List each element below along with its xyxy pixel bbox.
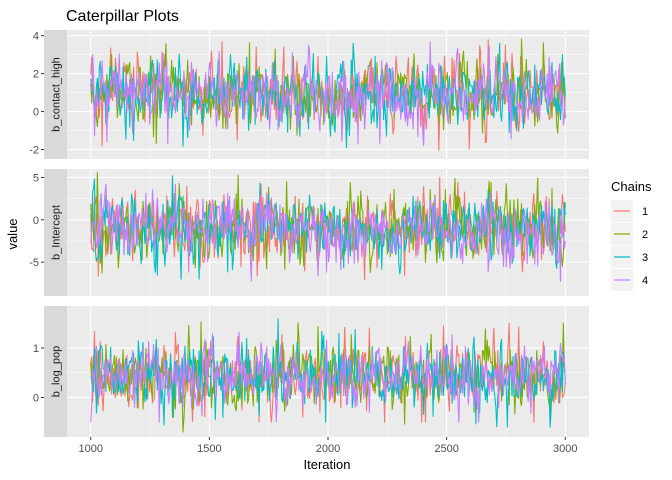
facet-panel: b_contact_high -2 0 2 4: [29, 30, 589, 159]
y-tick-label: 0: [33, 215, 39, 227]
facet-strip: [44, 306, 67, 437]
x-tick-label: 2500: [434, 443, 458, 455]
legend-item: 4: [611, 269, 648, 291]
y-tick-label: -5: [29, 257, 39, 269]
x-tick-label: 1500: [197, 443, 221, 455]
x-axis: 1000 1500 2000 2500 3000: [78, 437, 578, 455]
series-line-chain-4: [90, 41, 566, 147]
series-line-chain-4: [90, 331, 566, 423]
legend: Chains 1 2 3 4: [611, 179, 652, 291]
legend-label: 1: [642, 206, 648, 218]
y-axis-title: value: [5, 218, 20, 249]
y-tick-label: 5: [33, 172, 39, 184]
legend-item: 3: [611, 246, 648, 268]
y-tick-label: 0: [33, 392, 39, 404]
facet-strip-label: b_Intercept: [51, 205, 63, 260]
x-axis-title: Iteration: [304, 457, 351, 472]
y-tick-label: 4: [33, 31, 39, 43]
facet-panel: b_Intercept -5 0 5: [29, 169, 589, 296]
y-tick-label: 0: [33, 107, 39, 119]
legend-label: 3: [642, 252, 648, 264]
series-line-chain-4: [90, 183, 566, 283]
facet-strip-label: b_contact_high: [51, 57, 63, 132]
legend-title: Chains: [611, 179, 652, 194]
facet-strip: [44, 30, 67, 159]
facet-panel: b_log_pop 0 1: [33, 306, 589, 437]
facet-strip-label: b_log_pop: [51, 346, 63, 397]
legend-item: 1: [611, 200, 648, 222]
x-tick-label: 2000: [316, 443, 340, 455]
x-tick-label: 3000: [553, 443, 577, 455]
legend-label: 2: [642, 229, 648, 241]
x-tick-label: 1000: [78, 443, 102, 455]
y-tick-label: -2: [29, 145, 39, 157]
legend-label: 4: [642, 275, 648, 287]
facet-strip: [44, 169, 67, 296]
y-tick-label: 1: [33, 343, 39, 355]
facet-panels: b_contact_high -2 0 2 4 b_Intercept -5 0 5 b_log_…: [29, 30, 589, 437]
chart-title: Caterpillar Plots: [66, 8, 179, 25]
legend-item: 2: [611, 223, 648, 245]
y-tick-label: 2: [33, 69, 39, 81]
